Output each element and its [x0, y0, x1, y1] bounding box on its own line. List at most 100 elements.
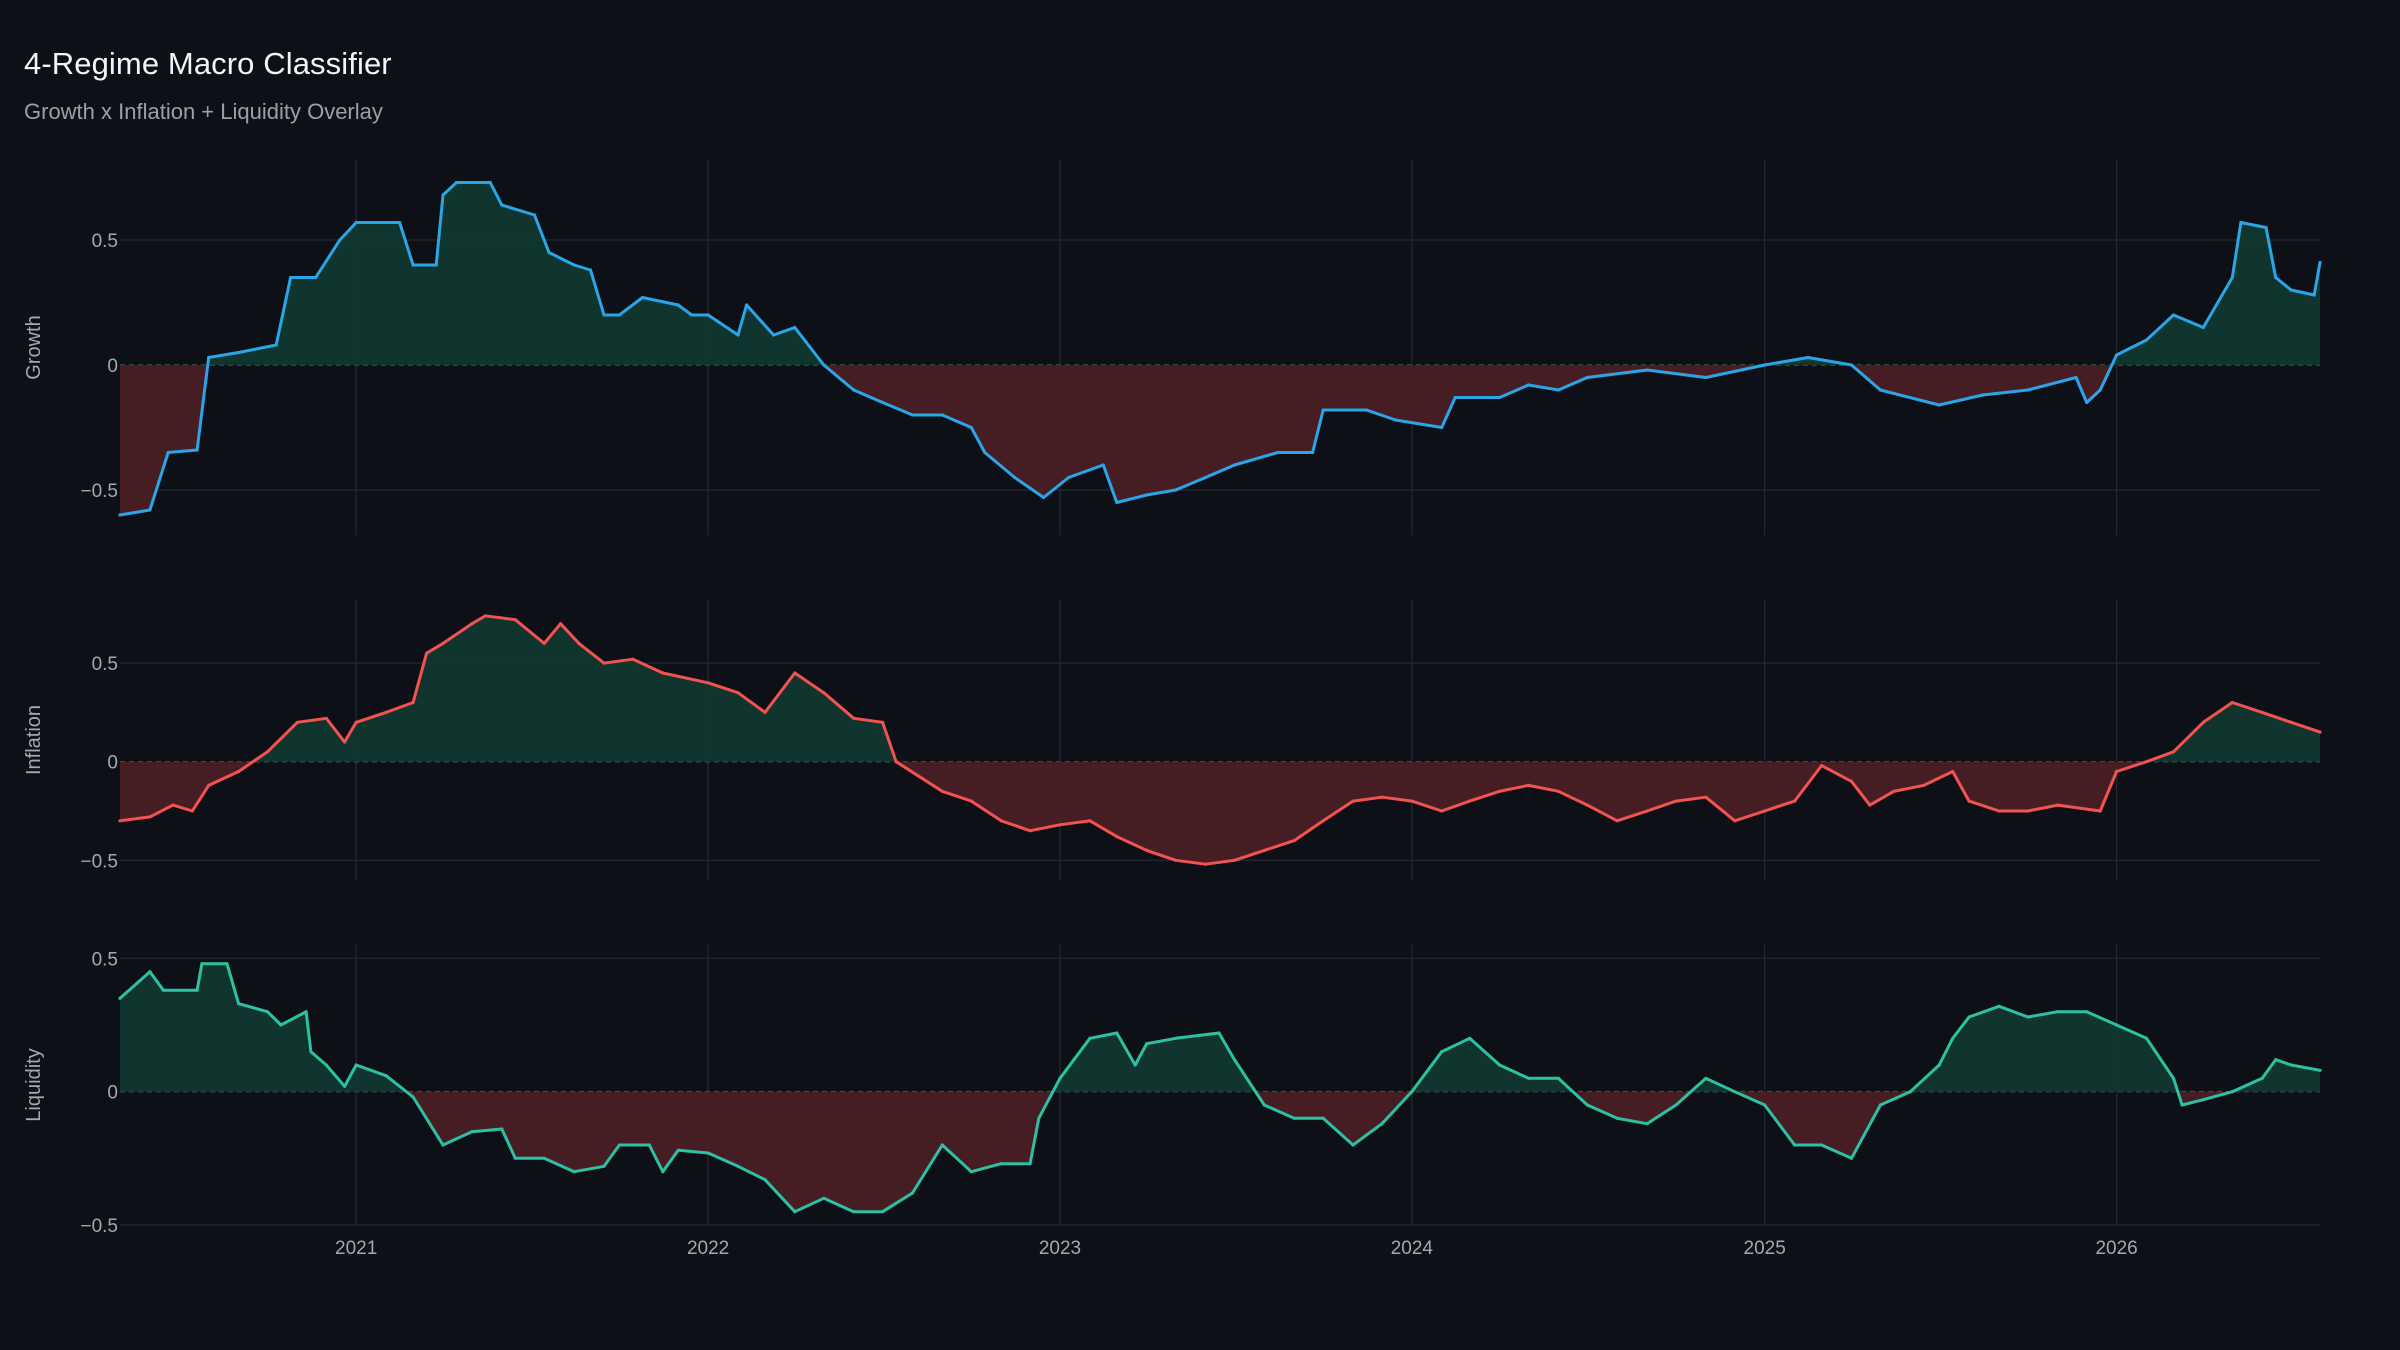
inflation-data-point [1410, 799, 1414, 803]
growth-data-point [2144, 338, 2149, 342]
liquidity-data-point [354, 1063, 358, 1067]
liquidity-data-point [572, 1170, 576, 1174]
positive-area [2111, 222, 2320, 365]
positive-area [1052, 1033, 1256, 1092]
inflation-data-point [1145, 848, 1149, 853]
liquidity-data-point [265, 1010, 270, 1014]
inflation-data-point [2098, 809, 2102, 813]
growth-data-point [2201, 325, 2205, 330]
liquidity-data-point [200, 962, 204, 966]
liquidity-data-point [2180, 1103, 2184, 1107]
inflation-data-point [1292, 839, 1296, 843]
x-tick-label: 2022 [687, 1238, 729, 1259]
growth-data-point [617, 313, 622, 317]
liquidity-data-point [1133, 1063, 1137, 1067]
y-tick-label: 0 [107, 356, 118, 377]
growth-data-point [148, 508, 152, 512]
chart-title: 4-Regime Macro Classifier [24, 46, 392, 81]
liquidity-data-point [1380, 1122, 1384, 1126]
growth-data-point [572, 263, 576, 267]
liquidity-data-point [237, 1002, 241, 1006]
inflation-data-point [822, 691, 826, 695]
liquidity-data-point [1878, 1103, 1882, 1107]
liquidity-data-point [118, 996, 122, 1000]
growth-data-point [1115, 500, 1119, 505]
inflation-data-point [894, 760, 898, 764]
growth-data-point [1763, 363, 1767, 367]
inflation-data-point [2260, 710, 2264, 715]
growth-data-point [1321, 408, 1325, 412]
liquidity-data-point [661, 1170, 665, 1174]
inflation-data-point [881, 720, 885, 724]
liquidity-data-point [500, 1127, 504, 1131]
inflation-data-point [1868, 803, 1872, 807]
liquidity-data-point [1733, 1090, 1737, 1094]
growth-data-point [1232, 463, 1237, 467]
positive-area [2146, 702, 2320, 762]
liquidity-data-point [1967, 1015, 1971, 1019]
liquidity-data-point [513, 1156, 517, 1160]
inflation-data-point [1820, 764, 1824, 768]
inflation-data-point [2289, 720, 2293, 724]
inflation-data-point [736, 691, 740, 695]
liquidity-data-point [384, 1074, 388, 1078]
liquidity-data-point [1217, 1031, 1221, 1035]
inflation-data-point [354, 720, 358, 724]
positive-area [120, 963, 407, 1092]
liquidity-data-point [2274, 1058, 2278, 1062]
inflation-data-point [631, 657, 635, 661]
liquidity-data-point [225, 962, 229, 966]
liquidity-data-point [2056, 1010, 2060, 1014]
growth-data-point [706, 313, 710, 317]
inflation-data-point [1262, 848, 1266, 853]
x-tick-label: 2021 [335, 1238, 377, 1259]
growth-data-point [289, 275, 293, 280]
liquidity-data-point [617, 1143, 622, 1147]
liquidity-data-point [1440, 1050, 1444, 1054]
liquidity-data-point [1351, 1143, 1355, 1147]
inflation-data-point [2144, 760, 2149, 764]
liquidity-data-point [2201, 1098, 2205, 1102]
liquidity-data-point [1058, 1076, 1062, 1080]
growth-data-point [314, 275, 318, 280]
growth-data-point [411, 263, 415, 267]
inflation-data-point [1351, 799, 1355, 803]
liquidity-data-point [676, 1148, 680, 1152]
liquidity-data-point [2144, 1036, 2149, 1040]
inflation-data-point [265, 750, 270, 754]
inflation-data-point [483, 614, 487, 618]
growth-series-line [118, 181, 2322, 517]
growth-data-point [2115, 353, 2119, 357]
growth-data-point [1145, 493, 1149, 497]
liquidity-data-point [1585, 1103, 1589, 1107]
liquidity-data-point [411, 1095, 415, 1099]
liquidity-data-point [2230, 1090, 2234, 1094]
positive-area [1910, 1006, 2178, 1092]
inflation-data-point [237, 769, 241, 774]
growth-data-point [1013, 475, 1017, 480]
growth-data-point [1276, 450, 1280, 455]
positive-area [207, 182, 824, 365]
liquidity-data-point [1793, 1143, 1797, 1147]
inflation-data-point [2230, 700, 2234, 705]
growth-data-point [2026, 388, 2030, 392]
liquidity-data-point [542, 1156, 546, 1160]
liquidity-data-point [1645, 1122, 1649, 1126]
liquidity-data-point [1174, 1036, 1178, 1040]
x-tick-label: 2026 [2095, 1238, 2137, 1259]
inflation-data-point [999, 819, 1003, 823]
growth-data-point [2098, 388, 2102, 392]
growth-data-point [195, 448, 199, 452]
negative-area [1851, 365, 2112, 405]
positive-area [1411, 1038, 1573, 1092]
liquidity-data-point [2260, 1076, 2264, 1080]
growth-data-point [1440, 425, 1444, 430]
liquidity-data-point [2289, 1063, 2293, 1067]
inflation-data-point [1526, 783, 1531, 788]
growth-data-point [1645, 368, 1649, 372]
liquidity-data-point [881, 1210, 885, 1214]
inflation-data-point [1704, 795, 1708, 799]
inflation-data-point [577, 641, 581, 646]
growth-data-point [488, 180, 492, 185]
growth-data-point [166, 450, 170, 455]
